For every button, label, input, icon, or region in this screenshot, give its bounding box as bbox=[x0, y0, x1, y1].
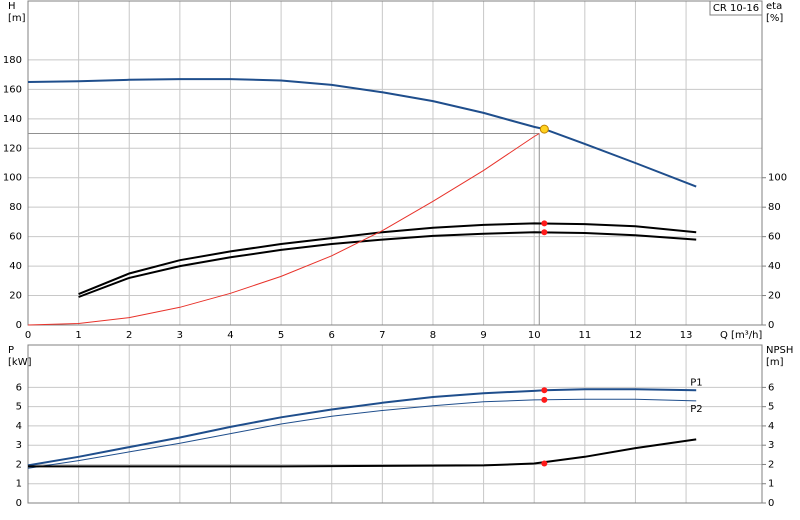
series-label: P1 bbox=[690, 377, 702, 388]
x-tick-label: 6 bbox=[329, 330, 335, 341]
y-axis-label: H bbox=[8, 1, 16, 12]
y2-tick-label: 0 bbox=[768, 498, 774, 509]
y2-tick-label: 6 bbox=[768, 382, 774, 393]
y-tick-label: 2 bbox=[16, 459, 22, 470]
y-tick-label: 180 bbox=[3, 55, 22, 66]
y2-tick-label: 0 bbox=[768, 320, 774, 331]
y-tick-label: 1 bbox=[16, 479, 22, 490]
series-label: P2 bbox=[690, 404, 702, 415]
x-tick-label: 10 bbox=[528, 330, 541, 341]
series-line bbox=[78, 222, 697, 296]
series-line bbox=[78, 231, 697, 298]
y-tick-label: 0 bbox=[16, 320, 22, 331]
x-tick-label: 3 bbox=[177, 330, 183, 341]
x-tick-label: 0 bbox=[25, 330, 31, 341]
y-tick-label: 100 bbox=[3, 173, 22, 184]
plot-frame bbox=[27, 344, 763, 504]
x-tick-label: 12 bbox=[629, 330, 642, 341]
series-line bbox=[27, 398, 697, 469]
y-tick-label: 3 bbox=[16, 440, 22, 451]
operating-point bbox=[541, 229, 548, 236]
x-tick-label: 13 bbox=[680, 330, 693, 341]
y-tick-label: 4 bbox=[16, 421, 22, 432]
y2-tick-label: 100 bbox=[768, 173, 787, 184]
y-axis-label: [kW] bbox=[8, 357, 32, 368]
series-line bbox=[28, 438, 697, 468]
y2-tick-label: 2 bbox=[768, 459, 774, 470]
y2-axis-label: eta bbox=[766, 1, 782, 12]
x-axis-label: Q [m³/h] bbox=[720, 330, 762, 341]
y-tick-label: 60 bbox=[9, 232, 22, 243]
y2-tick-label: 5 bbox=[768, 402, 774, 413]
y-tick-label: 6 bbox=[16, 382, 22, 393]
operating-point bbox=[541, 396, 548, 403]
operating-point bbox=[541, 460, 548, 467]
y-tick-label: 5 bbox=[16, 402, 22, 413]
x-tick-label: 4 bbox=[227, 330, 233, 341]
y-tick-label: 40 bbox=[9, 261, 22, 272]
y2-tick-label: 1 bbox=[768, 479, 774, 490]
y2-tick-label: 20 bbox=[768, 291, 781, 302]
chart-title: CR 10-16 bbox=[713, 3, 759, 14]
y-axis-label: [m] bbox=[8, 13, 26, 24]
operating-point bbox=[541, 220, 548, 227]
series-line bbox=[27, 388, 697, 467]
x-tick-label: 8 bbox=[430, 330, 436, 341]
x-tick-label: 1 bbox=[75, 330, 81, 341]
y2-tick-label: 3 bbox=[768, 440, 774, 451]
y-tick-label: 0 bbox=[16, 498, 22, 509]
plot-frame bbox=[27, 0, 763, 326]
y-axis-label: P bbox=[8, 345, 14, 356]
y2-tick-label: 60 bbox=[768, 232, 781, 243]
series-line bbox=[27, 78, 697, 188]
x-tick-label: 9 bbox=[480, 330, 486, 341]
y2-tick-label: 40 bbox=[768, 261, 781, 272]
series-line bbox=[27, 133, 540, 326]
y-tick-label: 80 bbox=[9, 202, 22, 213]
y-tick-label: 120 bbox=[3, 143, 22, 154]
y2-tick-label: 80 bbox=[768, 202, 781, 213]
operating-point bbox=[541, 387, 548, 394]
y-tick-label: 20 bbox=[9, 291, 22, 302]
operating-point bbox=[539, 124, 549, 134]
y-tick-label: 140 bbox=[3, 114, 22, 125]
y2-axis-label: NPSH bbox=[766, 345, 793, 356]
x-tick-label: 11 bbox=[578, 330, 591, 341]
title-box bbox=[709, 0, 763, 16]
y2-axis-label: [%] bbox=[766, 13, 783, 24]
x-tick-label: 2 bbox=[126, 330, 132, 341]
x-tick-label: 5 bbox=[278, 330, 284, 341]
x-tick-label: 7 bbox=[379, 330, 385, 341]
y-tick-label: 160 bbox=[3, 84, 22, 95]
y2-axis-label: [m] bbox=[766, 357, 784, 368]
y2-tick-label: 4 bbox=[768, 421, 774, 432]
